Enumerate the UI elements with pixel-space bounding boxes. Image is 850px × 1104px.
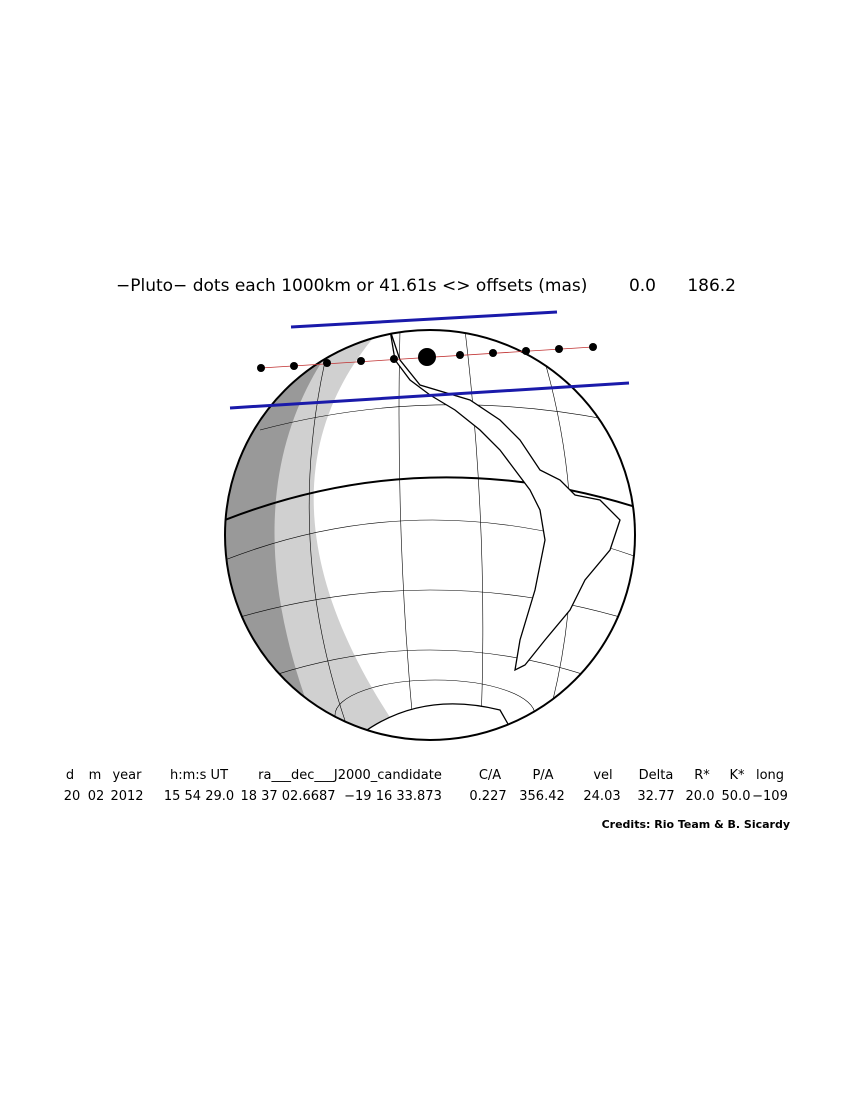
column-header: K* (729, 768, 745, 783)
column-value: 24.03 (583, 789, 620, 804)
table-values: 20 02 2012 15 54 29.0 18 37 02.6687 −19 16 33… (64, 789, 788, 804)
column-value: −19 16 33.873 (344, 789, 442, 804)
globe (224, 329, 636, 741)
column-value: 20.0 (686, 789, 715, 804)
column-header: h:m:s UT (170, 768, 228, 783)
column-value: 15 54 29.0 (164, 789, 234, 804)
column-value: 0.227 (469, 789, 506, 804)
column-header: R* (694, 768, 710, 783)
americas (389, 330, 621, 672)
column-value: 20 (64, 789, 81, 804)
shadow-limit-north (290, 310, 558, 329)
equator (225, 476, 635, 521)
column-header: vel (593, 768, 612, 783)
column-header: P/A (532, 768, 553, 783)
column-header: long (756, 768, 784, 783)
column-value: −109 (752, 789, 788, 804)
column-header: Delta (639, 768, 674, 783)
column-header: d (66, 768, 74, 783)
offset-y: 186.2 (687, 276, 736, 296)
column-value: 50.0 (722, 789, 751, 804)
column-header: ra___dec___J2000_candidate (258, 768, 442, 783)
column-header: C/A (479, 768, 501, 783)
column-value: 2012 (110, 789, 143, 804)
column-value: 356.42 (519, 789, 565, 804)
credits: Credits: Rio Team & B. Sicardy (602, 818, 790, 831)
map-title: −Pluto− dots each 1000km or 41.61s <> of… (116, 276, 587, 296)
offset-x: 0.0 (629, 276, 656, 296)
column-header: year (112, 768, 142, 783)
graticule (225, 330, 635, 740)
table-header: d m year h:m:s UT ra___dec___J2000_candidate… (66, 768, 784, 783)
time-dots (257, 343, 597, 372)
globe-limb (224, 329, 636, 741)
shadow-limit-south (229, 381, 630, 410)
column-value: 32.77 (637, 789, 674, 804)
column-value: 02 (88, 789, 105, 804)
column-header: m (89, 768, 102, 783)
column-value: 18 37 02.6687 (240, 789, 335, 804)
